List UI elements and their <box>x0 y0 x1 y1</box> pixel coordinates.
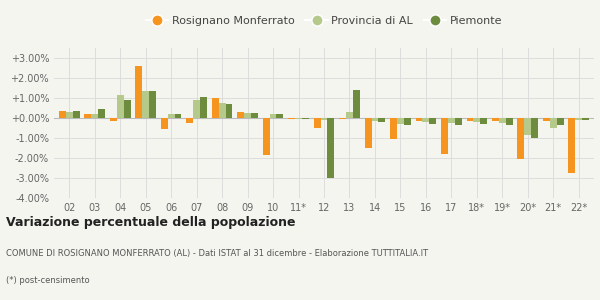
Bar <box>543 118 550 121</box>
Bar <box>568 118 575 173</box>
Bar <box>59 111 66 118</box>
Bar <box>582 118 589 120</box>
Bar <box>422 118 430 122</box>
Bar <box>480 118 487 124</box>
Bar <box>269 114 277 118</box>
Bar <box>187 118 193 123</box>
Bar <box>142 91 149 118</box>
Bar <box>117 95 124 118</box>
Bar <box>175 114 181 118</box>
Bar <box>314 118 320 128</box>
Bar <box>302 118 309 119</box>
Bar <box>295 118 302 119</box>
Bar <box>149 91 156 118</box>
Bar <box>404 118 411 125</box>
Bar <box>473 118 480 122</box>
Bar <box>371 118 379 121</box>
Bar <box>353 90 360 118</box>
Bar <box>251 113 258 118</box>
Bar <box>467 118 473 121</box>
Bar <box>320 118 328 120</box>
Bar <box>379 118 385 122</box>
Bar <box>517 118 524 159</box>
Bar <box>575 118 582 120</box>
Bar <box>110 118 117 121</box>
Bar <box>212 98 218 118</box>
Bar <box>237 112 244 118</box>
Bar <box>226 104 232 118</box>
Text: Variazione percentuale della popolazione: Variazione percentuale della popolazione <box>6 216 296 229</box>
Bar <box>430 118 436 124</box>
Bar <box>365 118 371 148</box>
Bar <box>161 118 168 129</box>
Bar <box>531 118 538 138</box>
Bar <box>124 100 131 118</box>
Bar <box>98 109 105 118</box>
Bar <box>557 118 563 125</box>
Bar <box>416 118 422 121</box>
Bar <box>66 112 73 118</box>
Bar <box>73 111 80 118</box>
Bar <box>397 118 404 124</box>
Legend: Rosignano Monferrato, Provincia di AL, Piemonte: Rosignano Monferrato, Provincia di AL, P… <box>142 12 506 30</box>
Bar <box>492 118 499 121</box>
Bar <box>85 114 91 118</box>
Bar <box>244 113 251 118</box>
Bar <box>339 118 346 119</box>
Bar <box>441 118 448 154</box>
Bar <box>499 118 506 123</box>
Bar <box>91 114 98 118</box>
Bar <box>200 97 207 118</box>
Bar <box>550 118 557 128</box>
Bar <box>136 66 142 118</box>
Bar <box>168 114 175 118</box>
Text: (*) post-censimento: (*) post-censimento <box>6 276 89 285</box>
Bar <box>346 112 353 118</box>
Text: COMUNE DI ROSIGNANO MONFERRATO (AL) - Dati ISTAT al 31 dicembre - Elaborazione T: COMUNE DI ROSIGNANO MONFERRATO (AL) - Da… <box>6 249 428 258</box>
Bar <box>263 118 269 155</box>
Bar <box>193 100 200 118</box>
Bar <box>448 118 455 123</box>
Bar <box>506 118 512 125</box>
Bar <box>328 118 334 178</box>
Bar <box>524 118 531 135</box>
Bar <box>218 103 226 118</box>
Bar <box>455 118 461 125</box>
Bar <box>288 118 295 119</box>
Bar <box>277 114 283 118</box>
Bar <box>390 118 397 139</box>
